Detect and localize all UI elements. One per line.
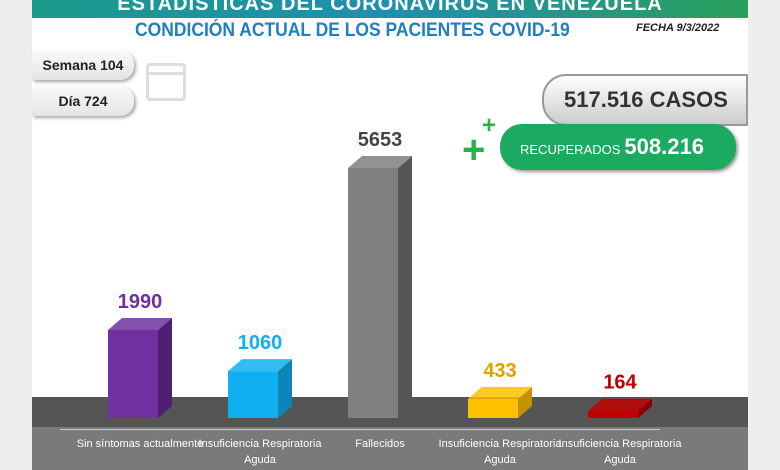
recovered-label: RECUPERADOS [520, 142, 621, 157]
plus-icon: + [462, 128, 486, 172]
data-label: 164 [603, 372, 637, 394]
bar-top [348, 156, 412, 168]
bar-top [228, 359, 292, 372]
data-label: 5653 [358, 129, 403, 151]
date-label: FECHA 9/3/2022 [636, 22, 720, 34]
bar-side [278, 359, 292, 418]
calendar-icon [146, 63, 186, 101]
chart-base [32, 427, 748, 470]
banner-title: ESTADÍSTICAS DEL CORONAVIRUS EN VENEZUEL… [32, 0, 748, 18]
bar-side [518, 386, 532, 418]
data-label: 433 [483, 360, 516, 382]
week-badge: Semana 104 [32, 50, 134, 80]
x-tick-label: Insuficiencia Respiratoria Aguda [438, 438, 562, 466]
recovered-badge: RECUPERADOS 508.216 [500, 124, 736, 170]
x-tick-label: Insuficiencia Respiratoria Aguda [558, 438, 682, 466]
bar-top [588, 398, 652, 411]
bar-top [468, 386, 532, 399]
bar-side [158, 317, 172, 418]
x-tick-label: Insuficiencia Respiratoria Aguda [198, 438, 322, 466]
bar [468, 398, 518, 418]
bar-side [398, 156, 412, 418]
bar [348, 168, 398, 418]
bar [228, 371, 278, 418]
day-badge: Día 724 [32, 86, 134, 116]
page-title: CONDICIÓN ACTUAL DE LOS PACIENTES COVID-… [135, 20, 570, 41]
x-tick-label: Sin síntomas actualmente [76, 438, 204, 450]
data-label: 1060 [238, 332, 283, 354]
plus-icon-small: + [482, 112, 497, 139]
bar [588, 410, 638, 418]
axis-line [60, 429, 660, 430]
bar-top [108, 317, 172, 330]
data-label: 1990 [118, 291, 163, 313]
bar-side [638, 398, 652, 418]
recovered-value: 508.216 [624, 134, 704, 159]
x-tick-label: Fallecidos [355, 438, 405, 450]
bar [108, 329, 158, 418]
